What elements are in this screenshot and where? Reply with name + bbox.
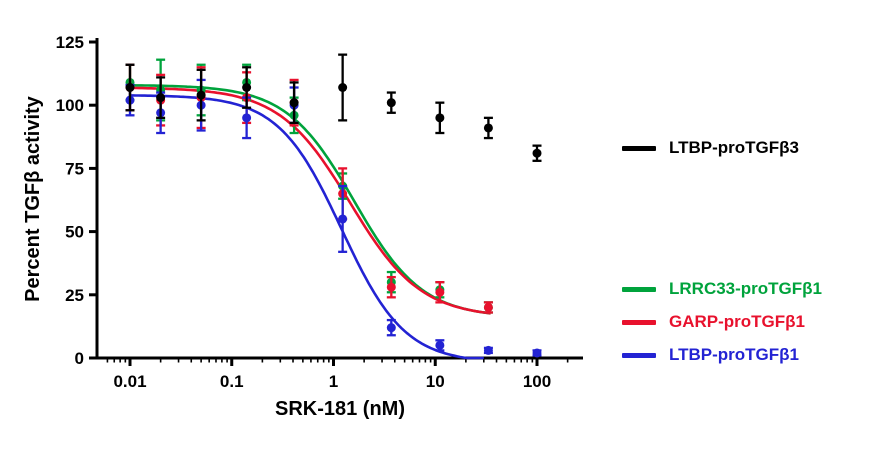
x-tick-label: 100	[523, 372, 551, 391]
data-point	[483, 123, 493, 133]
data-point	[532, 348, 542, 358]
data-point	[435, 113, 445, 123]
data-point	[532, 148, 542, 158]
data-point	[386, 282, 396, 292]
data-point	[386, 323, 396, 333]
legend-line-sample	[622, 352, 656, 358]
fit-curve	[130, 86, 491, 315]
data-point	[242, 113, 252, 123]
legend-item: LTBP-proTGFβ3	[622, 137, 799, 159]
data-point	[125, 83, 135, 93]
x-axis-title: SRK-181 (nM)	[274, 398, 405, 420]
x-tick-label: 1	[329, 372, 338, 391]
legend-item: LTBP-proTGFβ1	[622, 344, 799, 366]
legend-label: LTBP-proTGFβ1	[669, 345, 799, 364]
legend-label: LRRC33-proTGFβ1	[669, 279, 822, 298]
fit-curve	[130, 94, 484, 360]
legend: LTBP-proTGFβ3 LRRC33-proTGFβ1 GARP-proTGFβ…	[622, 0, 886, 460]
y-tick-label: 50	[65, 223, 84, 242]
data-point	[338, 214, 348, 224]
y-tick-label: 125	[56, 33, 84, 52]
y-tick-label: 75	[65, 159, 84, 178]
legend-line-sample	[622, 319, 656, 325]
data-point	[386, 98, 396, 108]
data-point	[435, 340, 445, 350]
data-point	[156, 93, 166, 103]
legend-label: GARP-proTGFβ1	[669, 312, 805, 331]
legend-label: LTBP-proTGFβ3	[669, 138, 799, 157]
x-tick-label: 10	[426, 372, 445, 391]
y-axis-title: Percent TGFβ activity	[22, 96, 44, 302]
legend-line-sample	[622, 286, 656, 292]
data-point	[338, 83, 348, 93]
data-point	[289, 98, 299, 108]
y-tick-label: 100	[56, 96, 84, 115]
x-tick-label: 0.1	[220, 372, 244, 391]
legend-item: LRRC33-proTGFβ1	[622, 278, 822, 300]
legend-line-sample	[622, 145, 656, 151]
data-point	[196, 90, 206, 100]
data-point	[242, 83, 252, 93]
y-tick-label: 25	[65, 286, 84, 305]
legend-item: GARP-proTGFβ1	[622, 311, 805, 333]
x-tick-label: 0.01	[113, 372, 146, 391]
data-point	[483, 302, 493, 312]
y-tick-label: 0	[75, 349, 84, 368]
data-point	[483, 345, 493, 355]
data-point	[435, 287, 445, 297]
